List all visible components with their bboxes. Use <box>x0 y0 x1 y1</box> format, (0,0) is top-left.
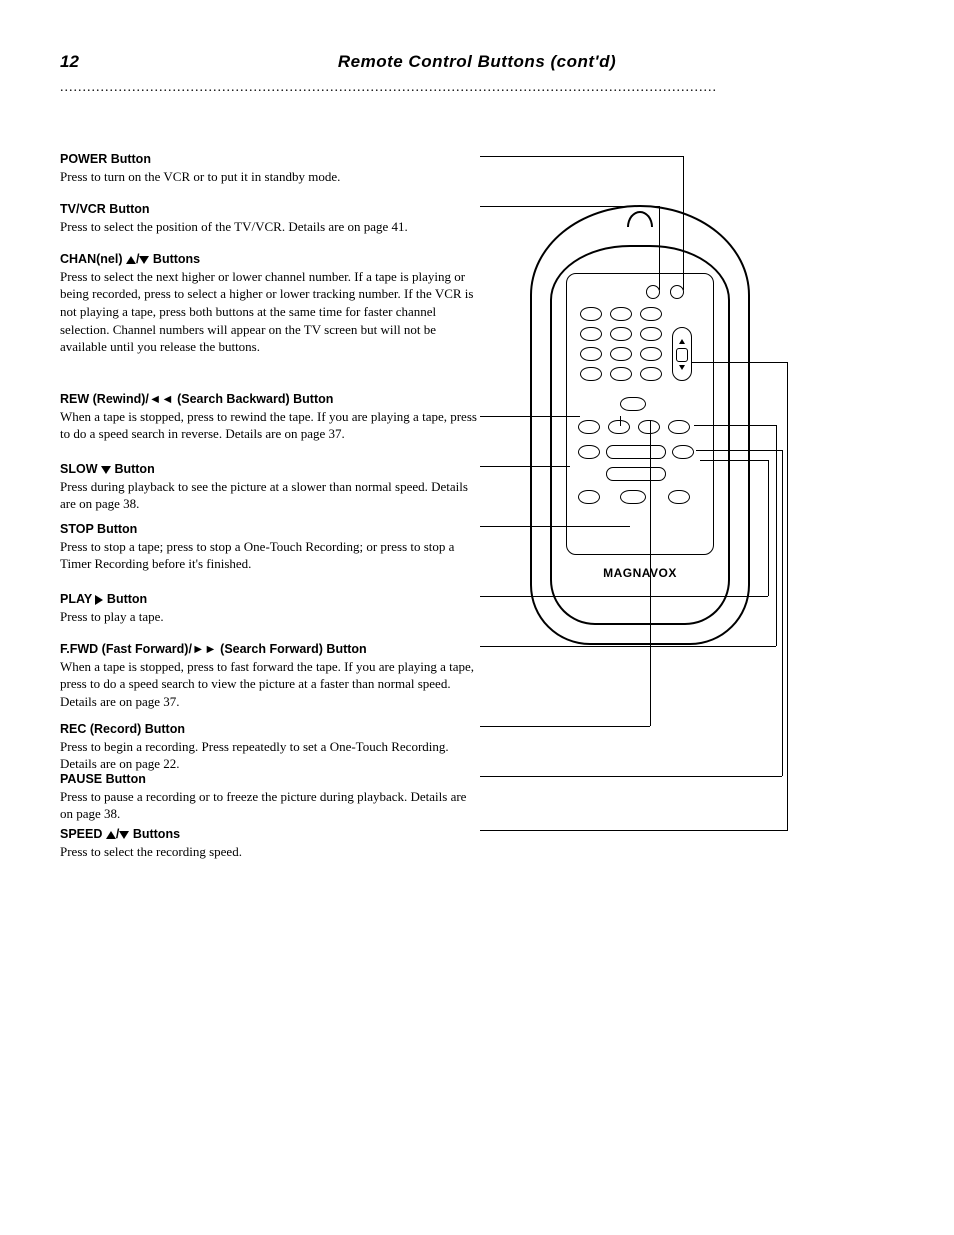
triangle-down-icon <box>101 466 111 474</box>
leader-pause-h <box>480 776 782 777</box>
remote-stop-button <box>620 490 646 504</box>
label-speed-heading: SPEED / Buttons <box>60 827 180 841</box>
label-play-heading: PLAY Button <box>60 592 147 606</box>
label-rew-desc: When a tape is stopped, press to rewind … <box>60 409 477 442</box>
remote-num-5 <box>610 327 632 341</box>
label-rec-heading: REC (Record) Button <box>60 722 185 736</box>
remote-num-1 <box>580 307 602 321</box>
label-pause: PAUSE Button Press to pause a recording … <box>60 770 480 823</box>
leader-pause-h2 <box>696 450 782 451</box>
page-title: Remote Control Buttons (cont'd) <box>338 52 616 71</box>
label-play-desc: Press to play a tape. <box>60 609 164 624</box>
label-rew: REW (Rewind)/◄◄ (Search Backward) Button… <box>60 390 480 443</box>
triangle-down-icon <box>139 256 149 264</box>
remote-speed-up <box>606 445 666 459</box>
leader-reclabel-h <box>480 726 650 727</box>
leader-stop-h <box>480 526 630 527</box>
remote-menu-button <box>620 397 646 411</box>
label-speed: SPEED / Buttons Press to select the reco… <box>60 825 480 860</box>
remote-power-button <box>670 285 684 299</box>
leader-tvvcr-v <box>659 206 660 290</box>
remote-num-2 <box>610 307 632 321</box>
label-stop-desc: Press to stop a tape; press to stop a On… <box>60 539 454 572</box>
leader-ffwd-h <box>480 646 776 647</box>
label-stop-heading: STOP Button <box>60 522 137 536</box>
remote-rec-button <box>608 420 630 434</box>
leader-pause-v <box>782 450 783 776</box>
leader-ffwd-v <box>776 425 777 646</box>
leader-play-h2 <box>700 460 768 461</box>
leader-play-h <box>480 596 768 597</box>
page-root: 12 Remote Control Buttons (cont'd) .....… <box>0 0 954 1235</box>
leader-tvvcr-h <box>480 206 659 207</box>
remote-num-4 <box>580 327 602 341</box>
label-power-desc: Press to turn on the VCR or to put it in… <box>60 169 340 184</box>
leader-rew-h <box>480 416 580 417</box>
triangle-right-icon <box>95 595 103 605</box>
remote-num-6 <box>640 327 662 341</box>
leader-chan-v <box>787 362 788 830</box>
remote-tvvcr-button <box>646 285 660 299</box>
label-chan-desc: Press to select the next higher or lower… <box>60 269 473 354</box>
label-slow: SLOW Button Press during playback to see… <box>60 460 480 513</box>
remote-btn-bl <box>578 490 600 504</box>
leader-ffwd-h2 <box>694 425 776 426</box>
label-tvvcr-desc: Press to select the position of the TV/V… <box>60 219 408 234</box>
leader-slow-h <box>480 466 570 467</box>
remote-pause-button <box>672 445 694 459</box>
label-ffwd-heading: F.FWD (Fast Forward)/►► (Search Forward)… <box>60 642 367 656</box>
leader-chan-h2 <box>480 830 788 831</box>
leader-play-v <box>768 460 769 596</box>
remote-num-8 <box>610 347 632 361</box>
label-pause-heading: PAUSE Button <box>60 772 146 786</box>
remote-channel-rocker <box>672 327 692 381</box>
remote-num-9 <box>640 347 662 361</box>
label-speed-desc: Press to select the recording speed. <box>60 844 242 859</box>
leader-reclabel-v <box>650 420 651 726</box>
page-header: Remote Control Buttons (cont'd) <box>60 52 894 72</box>
dot-rule: ........................................… <box>60 80 894 96</box>
leader-chan-h <box>692 362 787 363</box>
label-tvvcr: TV/VCR Button Press to select the positi… <box>60 200 480 235</box>
label-rec-desc1: Press to begin a recording. Press repeat… <box>60 739 330 754</box>
leader-rec-v <box>620 416 621 426</box>
label-rew-heading: REW (Rewind)/◄◄ (Search Backward) Button <box>60 392 333 406</box>
remote-num-misc2 <box>640 367 662 381</box>
label-play: PLAY Button Press to play a tape. <box>60 590 480 625</box>
remote-brand: MAGNAVOX <box>530 566 750 580</box>
remote-ffwd-button <box>668 420 690 434</box>
label-ffwd: F.FWD (Fast Forward)/►► (Search Forward)… <box>60 640 480 711</box>
remote-btn-br <box>668 490 690 504</box>
remote-num-0 <box>610 367 632 381</box>
leader-power-h <box>480 156 683 157</box>
label-rec: REC (Record) Button Press to begin a rec… <box>60 720 480 773</box>
remote-num-3 <box>640 307 662 321</box>
remote-num-7 <box>580 347 602 361</box>
label-power: POWER Button Press to turn on the VCR or… <box>60 150 480 185</box>
label-slow-heading: SLOW Button <box>60 462 155 476</box>
remote-rew-button <box>578 420 600 434</box>
label-tvvcr-heading: TV/VCR Button <box>60 202 150 216</box>
chan-down-glyph <box>679 358 685 376</box>
triangle-down-icon <box>119 831 129 839</box>
remote-num-misc1 <box>580 367 602 381</box>
triangle-up-icon <box>126 256 136 264</box>
label-slow-desc: Press during playback to see the picture… <box>60 479 468 512</box>
label-chan: CHAN(nel) / Buttons Press to select the … <box>60 250 480 356</box>
remote-play-button <box>638 420 660 434</box>
triangle-up-icon <box>106 831 116 839</box>
leader-power-v <box>683 156 684 290</box>
label-chan-heading: CHAN(nel) / Buttons <box>60 252 200 266</box>
remote-slow-button <box>578 445 600 459</box>
label-stop: STOP Button Press to stop a tape; press … <box>60 520 480 573</box>
label-pause-desc: Press to pause a recording or to freeze … <box>60 789 466 822</box>
remote-speed-down <box>606 467 666 481</box>
label-ffwd-desc: When a tape is stopped, press to fast fo… <box>60 659 474 709</box>
label-power-heading: POWER Button <box>60 152 151 166</box>
